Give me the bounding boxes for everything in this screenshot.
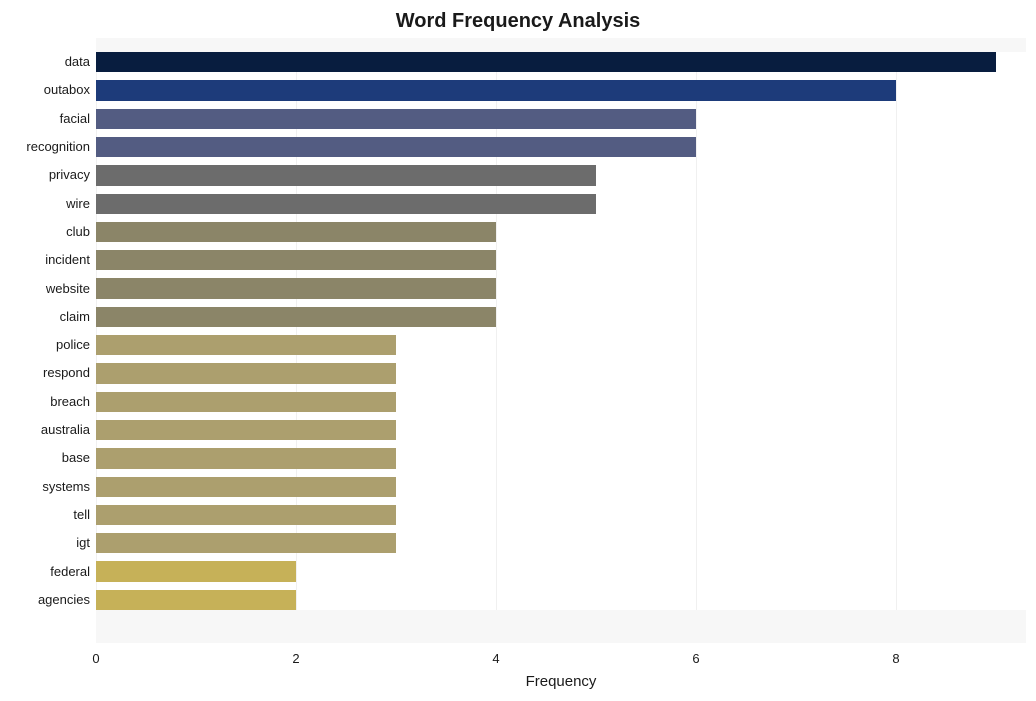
x-axis-label: Frequency — [96, 673, 1026, 690]
bar — [96, 194, 596, 214]
y-tick-label: federal — [50, 564, 90, 579]
chart-title: Word Frequency Analysis — [0, 10, 1036, 33]
y-tick-label: australia — [41, 422, 90, 437]
bar — [96, 533, 396, 553]
y-tick-label: recognition — [26, 139, 90, 154]
plot-bg-band-top — [96, 38, 1026, 52]
bar — [96, 448, 396, 468]
bar — [96, 363, 396, 383]
bar — [96, 505, 396, 525]
bar — [96, 420, 396, 440]
y-tick-label: igt — [76, 535, 90, 550]
y-tick-label: agencies — [38, 592, 90, 607]
bar — [96, 250, 496, 270]
y-tick-label: club — [66, 224, 90, 239]
x-tick-label: 2 — [292, 651, 299, 666]
bar — [96, 477, 396, 497]
bar — [96, 590, 296, 610]
plot-area — [96, 38, 1026, 643]
bar — [96, 165, 596, 185]
y-tick-label: incident — [45, 252, 90, 267]
bar — [96, 137, 696, 157]
bar — [96, 335, 396, 355]
x-tick-label: 8 — [892, 651, 899, 666]
y-tick-label: wire — [66, 196, 90, 211]
grid-line — [896, 38, 897, 643]
bar — [96, 222, 496, 242]
y-tick-label: breach — [50, 394, 90, 409]
y-tick-label: systems — [42, 479, 90, 494]
bar — [96, 561, 296, 581]
x-tick-label: 4 — [492, 651, 499, 666]
y-tick-label: police — [56, 337, 90, 352]
plot-bg-band-bottom — [96, 610, 1026, 643]
y-tick-label: base — [62, 450, 90, 465]
bar — [96, 392, 396, 412]
bar — [96, 80, 896, 100]
y-tick-label: respond — [43, 365, 90, 380]
y-tick-label: outabox — [44, 82, 90, 97]
y-tick-label: privacy — [49, 167, 90, 182]
bar — [96, 307, 496, 327]
grid-line — [696, 38, 697, 643]
bar — [96, 109, 696, 129]
y-tick-label: claim — [60, 309, 90, 324]
chart-container: Word Frequency Analysis Frequency 0 2 4 6 8 d… — [0, 0, 1036, 701]
y-tick-label: data — [65, 54, 90, 69]
x-tick-label: 6 — [692, 651, 699, 666]
y-tick-label: facial — [60, 111, 90, 126]
x-tick-label: 0 — [92, 651, 99, 666]
y-tick-label: tell — [73, 507, 90, 522]
y-tick-label: website — [46, 281, 90, 296]
bar — [96, 278, 496, 298]
bar — [96, 52, 996, 72]
